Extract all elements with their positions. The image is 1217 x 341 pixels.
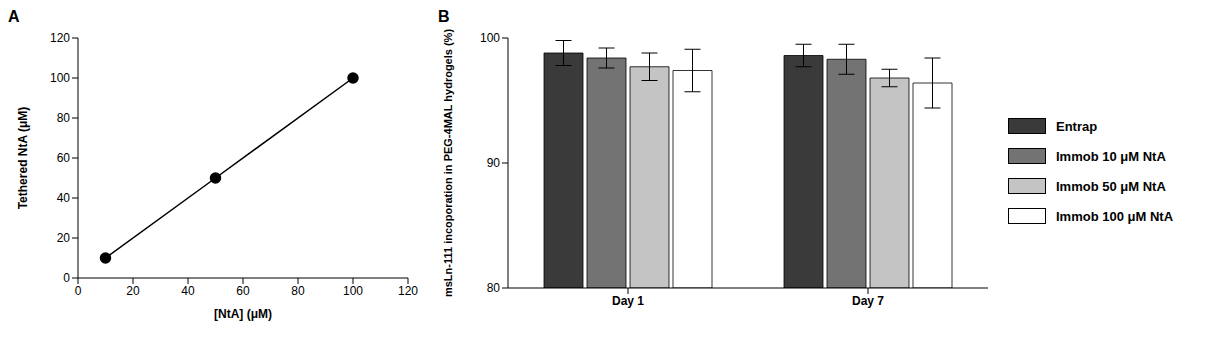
svg-text:Day 7: Day 7: [852, 294, 884, 308]
svg-text:0: 0: [63, 271, 70, 285]
svg-text:Day 1: Day 1: [612, 294, 644, 308]
svg-text:40: 40: [57, 191, 71, 205]
svg-text:80: 80: [487, 281, 501, 295]
svg-text:120: 120: [398, 284, 418, 298]
svg-text:60: 60: [236, 284, 250, 298]
svg-text:100: 100: [343, 284, 363, 298]
html-text:A: A: [8, 8, 20, 25]
svg-text:msLn-111 incoporation in PEG-4: msLn-111 incoporation in PEG-4MAL hydrog…: [442, 29, 454, 297]
html-text:Entrap: Entrap: [1056, 118, 1098, 134]
svg-text:20: 20: [126, 284, 140, 298]
svg-text:80: 80: [291, 284, 305, 298]
html-text:B: B: [438, 8, 450, 25]
svg-text:20: 20: [57, 231, 71, 245]
html-text:Immob 100 μM NtA: Immob 100 μM NtA: [1056, 208, 1173, 224]
html-text:Immob 50 μM NtA: Immob 50 μM NtA: [1056, 178, 1166, 194]
svg-text:Tethered NtA (μM): Tethered NtA (μM): [16, 107, 30, 210]
svg-text:90: 90: [487, 156, 501, 170]
svg-text:80: 80: [57, 111, 71, 125]
html-text:Immob 10 μM NtA: Immob 10 μM NtA: [1056, 148, 1166, 164]
svg-text:0: 0: [75, 284, 82, 298]
svg-text:100: 100: [50, 71, 70, 85]
svg-text:120: 120: [50, 31, 70, 45]
svg-text:60: 60: [57, 151, 71, 165]
svg-text:100: 100: [480, 31, 500, 45]
svg-text:40: 40: [181, 284, 195, 298]
svg-text:[NtA] (μM): [NtA] (μM): [214, 307, 272, 321]
